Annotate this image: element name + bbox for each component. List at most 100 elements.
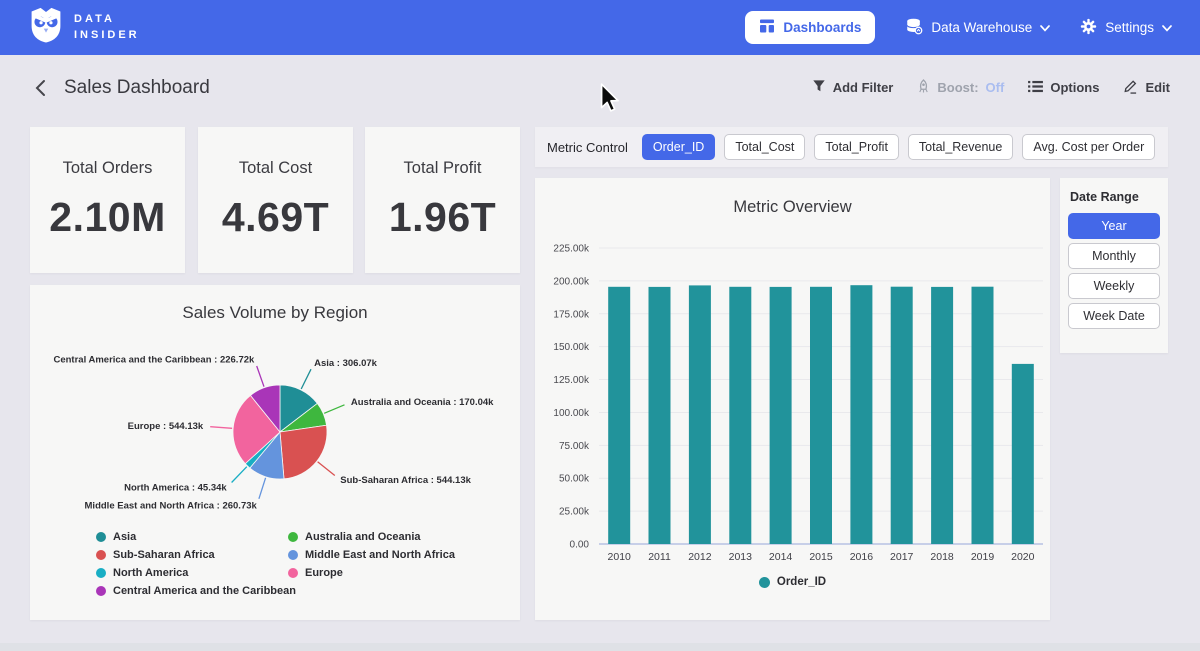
- kpi-value: 4.69T: [222, 194, 329, 241]
- back-button[interactable]: [30, 78, 50, 98]
- pie-slice-sub-saharan-africa[interactable]: [280, 425, 327, 479]
- legend-label: Sub-Saharan Africa: [113, 549, 215, 561]
- bar-2011[interactable]: [649, 287, 671, 544]
- kpi-card-total-profit: Total Profit 1.96T: [365, 127, 520, 273]
- kpi-value: 2.10M: [49, 194, 165, 241]
- pie-label-line: [259, 478, 266, 499]
- x-tick-label: 2013: [729, 551, 753, 563]
- metric-control-label: Metric Control: [547, 140, 628, 155]
- pie-label-line: [257, 366, 264, 387]
- bar-2016[interactable]: [850, 285, 872, 544]
- date-range-buttons: Year Monthly Weekly Week Date: [1068, 213, 1160, 329]
- pie-legend-column-1: Asia Sub-Saharan Africa North America Centr…: [96, 531, 296, 597]
- brand-logo[interactable]: DATA INSIDER: [28, 6, 140, 49]
- nav-settings-label: Settings: [1105, 20, 1154, 35]
- bar-chart-card: Metric Overview 0.0025.00k50.00k75.00k10…: [535, 178, 1050, 620]
- chevron-down-icon: [1040, 20, 1050, 35]
- bar-2019[interactable]: [972, 287, 994, 544]
- options-button[interactable]: Options: [1028, 80, 1099, 96]
- nav-settings[interactable]: Settings: [1080, 18, 1172, 38]
- page-header: Sales Dashboard Add Filter Boost: Off: [0, 55, 1200, 120]
- pie-label-sub-saharan-africa: Sub-Saharan Africa : 544.13k: [340, 475, 471, 486]
- legend-label: Middle East and North Africa: [305, 549, 455, 561]
- y-tick-label: 200.00k: [553, 276, 590, 287]
- pencil-icon: [1123, 79, 1138, 97]
- metric-option-total-revenue[interactable]: Total_Revenue: [908, 134, 1013, 160]
- metric-option-total-profit[interactable]: Total_Profit: [814, 134, 899, 160]
- legend-item-central-america-and-the-caribbean[interactable]: Central America and the Caribbean: [96, 585, 296, 597]
- y-tick-label: 75.00k: [559, 441, 590, 452]
- legend-dot: [96, 532, 106, 542]
- legend-label: Asia: [113, 531, 136, 543]
- nav-data-warehouse[interactable]: Data Warehouse: [905, 17, 1050, 38]
- add-filter-button[interactable]: Add Filter: [812, 79, 894, 96]
- dashboard-page: { "brand": {"line1": "DATA", "line2": "I…: [0, 0, 1200, 651]
- boost-toggle[interactable]: Boost: Off: [917, 79, 1004, 97]
- brand-line1: DATA: [74, 12, 140, 28]
- nav-dashboards-button[interactable]: Dashboards: [745, 11, 875, 44]
- pie-label-middle-east-and-north-africa: Middle East and North Africa : 260.73k: [85, 500, 258, 511]
- dashboard-grid-icon: [759, 18, 775, 37]
- edit-label: Edit: [1145, 80, 1170, 95]
- legend-label: North America: [113, 567, 188, 579]
- bar-2010[interactable]: [608, 287, 630, 544]
- x-tick-label: 2010: [608, 551, 632, 563]
- metric-option-order-id[interactable]: Order_ID: [642, 134, 715, 160]
- bar-chart-legend: Order_ID: [535, 576, 1050, 588]
- x-tick-label: 2019: [971, 551, 995, 563]
- metric-control-strip: Metric Control Order_ID Total_Cost Total_P…: [535, 127, 1168, 167]
- legend-label: Europe: [305, 567, 343, 579]
- legend-item-order-id[interactable]: Order_ID: [759, 576, 826, 588]
- y-tick-label: 150.00k: [553, 342, 590, 353]
- pie-label-europe: Europe : 544.13k: [128, 421, 204, 432]
- funnel-icon: [812, 79, 826, 96]
- kpi-label: Total Orders: [63, 159, 153, 178]
- x-tick-label: 2015: [809, 551, 833, 563]
- date-range-panel: Date Range YearMonthlyWeeklyWeek Date: [1060, 178, 1168, 353]
- bar-2020[interactable]: [1012, 364, 1034, 544]
- y-tick-label: 125.00k: [553, 375, 590, 386]
- pie-legend-column-2: Australia and Oceania Middle East and Nor…: [288, 531, 455, 579]
- pie-label-line: [210, 427, 232, 429]
- bar-2015[interactable]: [810, 287, 832, 544]
- x-tick-label: 2017: [890, 551, 914, 563]
- legend-item-asia[interactable]: Asia: [96, 531, 296, 543]
- bar-2013[interactable]: [729, 287, 751, 544]
- legend-dot: [96, 586, 106, 596]
- database-icon: [905, 17, 923, 38]
- metric-option-total-cost[interactable]: Total_Cost: [724, 134, 805, 160]
- options-label: Options: [1050, 80, 1099, 95]
- y-tick-label: 50.00k: [559, 474, 590, 485]
- legend-item-europe[interactable]: Europe: [288, 567, 455, 579]
- legend-item-north-america[interactable]: North America: [96, 567, 296, 579]
- date-range-option-weekly[interactable]: Weekly: [1068, 273, 1160, 299]
- metric-option-avg-cost-per-order[interactable]: Avg. Cost per Order: [1022, 134, 1155, 160]
- legend-dot: [96, 550, 106, 560]
- kpi-card-total-orders: Total Orders 2.10M: [30, 127, 185, 273]
- brand-line2: INSIDER: [74, 28, 140, 44]
- bar-2014[interactable]: [770, 287, 792, 544]
- page-title: Sales Dashboard: [64, 77, 210, 99]
- legend-dot: [288, 550, 298, 560]
- y-tick-label: 25.00k: [559, 507, 590, 518]
- edit-button[interactable]: Edit: [1123, 79, 1170, 97]
- metric-control-buttons: Order_ID Total_Cost Total_Profit Total_Reve…: [642, 134, 1155, 160]
- kpi-card-total-cost: Total Cost 4.69T: [198, 127, 353, 273]
- pie-label-asia: Asia : 306.07k: [314, 358, 378, 369]
- x-tick-label: 2014: [769, 551, 793, 563]
- kpi-label: Total Cost: [239, 159, 312, 178]
- date-range-option-year[interactable]: Year: [1068, 213, 1160, 239]
- date-range-option-monthly[interactable]: Monthly: [1068, 243, 1160, 269]
- bar-2017[interactable]: [891, 287, 913, 544]
- legend-item-sub-saharan-africa[interactable]: Sub-Saharan Africa: [96, 549, 296, 561]
- bar-2018[interactable]: [931, 287, 953, 544]
- boost-value: Off: [986, 80, 1005, 95]
- legend-dot: [96, 568, 106, 578]
- date-range-option-week-date[interactable]: Week Date: [1068, 303, 1160, 329]
- bar-2012[interactable]: [689, 285, 711, 544]
- rocket-icon: [917, 79, 930, 97]
- legend-item-australia-and-oceania[interactable]: Australia and Oceania: [288, 531, 455, 543]
- pie-chart-title: Sales Volume by Region: [30, 285, 520, 323]
- legend-item-middle-east-and-north-africa[interactable]: Middle East and North Africa: [288, 549, 455, 561]
- bar-chart: 0.0025.00k50.00k75.00k100.00k125.00k150.…: [535, 236, 1050, 576]
